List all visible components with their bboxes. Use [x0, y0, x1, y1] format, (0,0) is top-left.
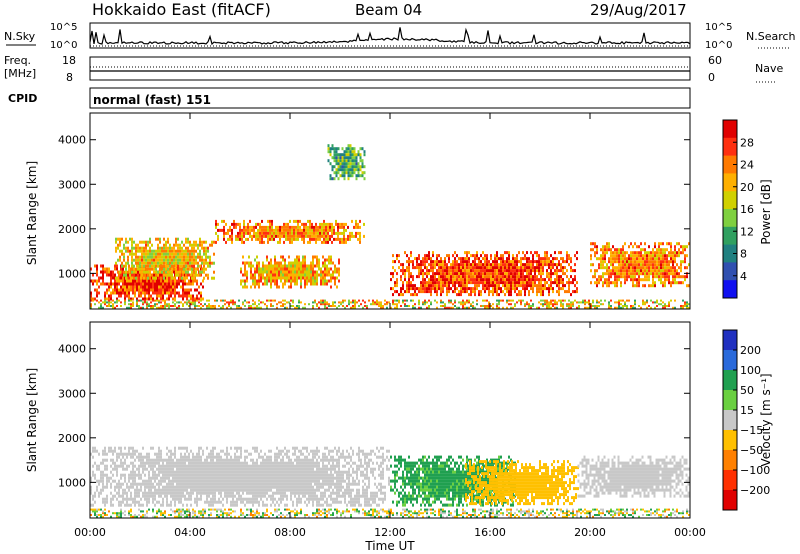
- cpid-panel: CPID normal (fast) 151: [8, 87, 691, 109]
- x-tick-label: 00:00: [74, 526, 106, 539]
- noise-tick-bottom-left: 10^0: [50, 40, 77, 51]
- colorbar-tick: −200: [740, 484, 770, 497]
- heatmap-region-2: [465, 460, 579, 506]
- freq-tick-top: 18: [62, 54, 76, 67]
- velocity-panel: 1000 2000 3000 4000 Slant Range [km] 200 100…: [25, 321, 773, 519]
- power-colorbar: 28 24 20 16 12 8 4: [722, 119, 754, 299]
- x-tick-label: 04:00: [174, 526, 206, 539]
- y-tick-label: 3000: [58, 178, 86, 191]
- x-tick-label: 00:00: [674, 526, 706, 539]
- colorbar-tick: 4: [740, 270, 747, 283]
- colorbar-tick: 16: [740, 203, 754, 216]
- beam-title: Beam 04: [355, 1, 422, 19]
- noise-right-label: N.Search: [746, 30, 796, 43]
- freq-panel: Freq. [MHz] 18 8 60 0 Nave: [4, 54, 783, 84]
- x-tick-label: 12:00: [374, 526, 406, 539]
- colorbar-swatch: [723, 120, 737, 139]
- x-tick-label: 16:00: [474, 526, 506, 539]
- colorbar-swatch: [723, 209, 737, 228]
- nave-tick-top: 60: [708, 54, 722, 67]
- colorbar-tick: −50: [740, 444, 763, 457]
- colorbar-swatch: [723, 430, 737, 451]
- heatmap-region-4: [327, 144, 366, 181]
- colorbar-swatch: [723, 226, 737, 246]
- colorbar-tick: 8: [740, 248, 747, 261]
- colorbar-tick: 28: [740, 136, 754, 149]
- colorbar-swatch: [723, 173, 737, 192]
- velocity-colorbar: 200 100 50 15 −15 −50 −100 −200: [722, 329, 770, 511]
- freq-tick-bottom: 8: [66, 71, 73, 84]
- power-ylabel: Slant Range [km]: [25, 161, 39, 265]
- y-tick-label: 4000: [58, 134, 86, 147]
- power-heatmap: [90, 144, 690, 309]
- heatmap-region-3: [240, 255, 340, 289]
- freq-label-1: Freq.: [4, 54, 31, 67]
- x-tick-label: 20:00: [574, 526, 606, 539]
- cpid-text: normal (fast) 151: [93, 93, 211, 107]
- near-range-scatter: [90, 508, 690, 518]
- y-tick-label: 2000: [58, 432, 86, 445]
- colorbar-swatch: [723, 191, 737, 210]
- date-title: 29/Aug/2017: [590, 1, 687, 19]
- colorbar-swatch: [723, 410, 737, 431]
- colorbar-tick: −15: [740, 424, 763, 437]
- colorbar-swatch: [723, 137, 737, 157]
- heatmap-region-3: [577, 455, 690, 498]
- noise-left-label: N.Sky: [4, 30, 36, 43]
- noise-tick-top-left: 10^5: [50, 22, 77, 33]
- colorbar-swatch: [723, 370, 737, 391]
- heatmap-region-6: [590, 242, 690, 288]
- freq-label-2: [MHz]: [4, 67, 36, 80]
- colorbar-swatch: [723, 470, 737, 491]
- colorbar-swatch: [723, 280, 737, 299]
- y-tick-label: 1000: [58, 267, 86, 280]
- power-panel: 1000 2000 3000 4000 Slant Range [km] 28 24 20…: [25, 112, 773, 310]
- heatmap-region-1: [115, 237, 215, 280]
- colorbar-swatch: [723, 155, 737, 174]
- colorbar-swatch: [723, 244, 737, 263]
- colorbar-swatch: [723, 350, 737, 371]
- colorbar-tick: −100: [740, 464, 770, 477]
- colorbar-tick: 50: [740, 384, 754, 397]
- colorbar-tick: 12: [740, 225, 754, 238]
- colorbar-tick: 200: [740, 344, 761, 357]
- colorbar-tick: 24: [740, 159, 754, 172]
- noise-tick-top-right: 10^5: [705, 22, 732, 33]
- colorbar-swatch: [723, 490, 737, 511]
- colorbar-tick: 20: [740, 181, 754, 194]
- heatmap-region-0: [90, 446, 390, 507]
- colorbar-swatch: [723, 330, 737, 351]
- velocity-colorbar-label: Velocity [m s⁻¹]: [759, 373, 773, 466]
- x-tick-label: 08:00: [274, 526, 306, 539]
- x-axis-ticks: 00:00 04:00 08:00 12:00 16:00 20:00 00:00: [74, 113, 706, 539]
- cpid-label: CPID: [8, 92, 37, 105]
- power-y-ticks: 1000 2000 3000 4000: [58, 134, 690, 280]
- colorbar-swatch: [723, 390, 737, 411]
- velocity-ylabel: Slant Range [km]: [25, 368, 39, 472]
- colorbar-swatch: [723, 450, 737, 471]
- colorbar-tick: 15: [740, 404, 754, 417]
- heatmap-region-2: [215, 219, 365, 244]
- y-tick-label: 1000: [58, 476, 86, 489]
- station-title: Hokkaido East (fitACF): [92, 0, 271, 19]
- nave-tick-bottom: 0: [708, 71, 715, 84]
- y-tick-label: 4000: [58, 343, 86, 356]
- colorbar-tick: 100: [740, 364, 761, 377]
- velocity-y-ticks: 1000 2000 3000 4000: [58, 343, 690, 489]
- heatmap-region-5: [390, 251, 578, 297]
- y-tick-label: 3000: [58, 387, 86, 400]
- nave-label: Nave: [755, 62, 783, 75]
- noise-sky-line: [89, 27, 691, 46]
- velocity-heatmap: [90, 446, 690, 518]
- noise-tick-bottom-right: 10^0: [705, 40, 732, 51]
- noise-panel: N.Sky 10^5 10^0 10^5 10^0 N.Search: [4, 22, 796, 51]
- near-range-scatter: [90, 299, 690, 309]
- power-colorbar-label: Power [dB]: [759, 179, 773, 244]
- x-axis-label: Time UT: [364, 539, 415, 553]
- y-tick-label: 2000: [58, 223, 86, 236]
- colorbar-swatch: [723, 262, 737, 281]
